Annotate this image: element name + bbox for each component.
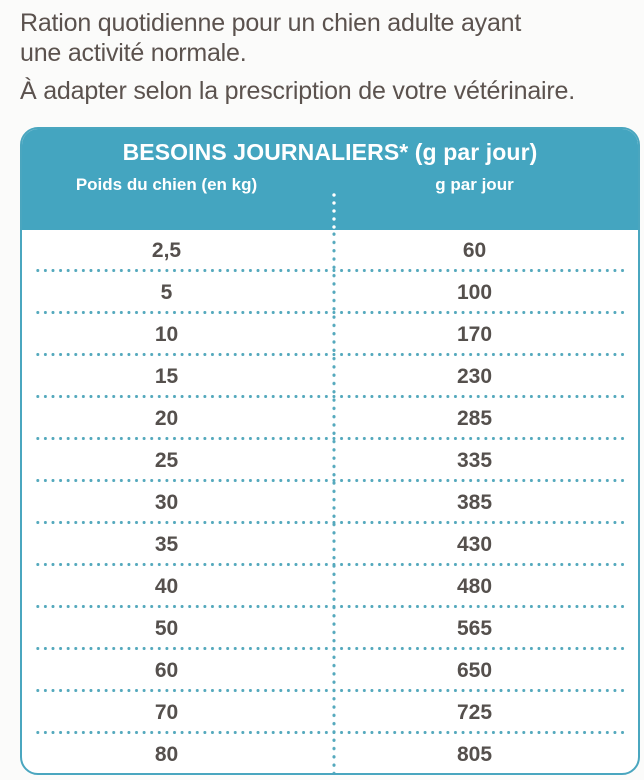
cell-grams: 230 [456,365,493,388]
cell-weight: 30 [154,491,179,514]
table-title: BESOINS JOURNALIERS* (g par jour) [122,139,538,165]
table-row: 30 385 [22,482,638,524]
table-row: 25 335 [22,440,638,482]
cell-weight: 2,5 [151,239,182,262]
cell-weight: 20 [154,407,179,430]
cell-weight: 70 [154,701,179,724]
cell-weight: 35 [154,533,179,556]
cell-weight: 25 [154,449,179,472]
table-row: 10 170 [22,314,638,356]
cell-weight: 50 [154,617,179,640]
cell-grams: 565 [456,617,493,640]
cell-weight: 40 [154,575,179,598]
table-row: 60 650 [22,650,638,692]
cell-grams: 430 [456,533,493,556]
intro-paragraph: Ration quotidienne pour un chien adulte … [20,8,624,106]
table-row: 40 480 [22,566,638,608]
column-header-grams: g par jour [435,175,514,194]
cell-weight: 15 [154,365,179,388]
table-row: 70 725 [22,692,638,734]
table-row: 20 285 [22,398,638,440]
cell-grams: 385 [456,491,493,514]
table-row: 50 565 [22,608,638,650]
cell-grams: 480 [456,575,493,598]
table-row: 35 430 [22,524,638,566]
table-header: BESOINS JOURNALIERS* (g par jour) Poids … [22,129,638,230]
intro-line-2: une activité normale. [20,39,247,67]
cell-weight: 60 [154,659,179,682]
table-column-headers: Poids du chien (en kg) g par jour [22,175,638,195]
cell-grams: 60 [462,239,487,262]
cell-grams: 805 [456,743,493,766]
cell-weight: 10 [154,323,179,346]
cell-grams: 650 [456,659,493,682]
header-vertical-divider [332,191,336,230]
intro-line-3: À adapter selon la prescription de votre… [20,77,575,105]
cell-weight: 80 [154,743,179,766]
table-row: 80 805 [22,734,638,773]
cell-grams: 170 [456,323,493,346]
cell-grams: 725 [456,701,493,724]
cell-grams: 335 [456,449,493,472]
table-row: 2,5 60 [22,230,638,272]
daily-needs-table: BESOINS JOURNALIERS* (g par jour) Poids … [20,127,640,775]
cell-grams: 285 [456,407,493,430]
table-row: 15 230 [22,356,638,398]
table-row: 5 100 [22,272,638,314]
cell-grams: 100 [456,281,493,304]
column-header-weight: Poids du chien (en kg) [75,175,258,194]
intro-line-1: Ration quotidienne pour un chien adulte … [20,9,522,37]
cell-weight: 5 [160,281,173,304]
table-body: 2,5 60 5 100 10 170 15 230 20 285 25 335 [22,230,638,773]
